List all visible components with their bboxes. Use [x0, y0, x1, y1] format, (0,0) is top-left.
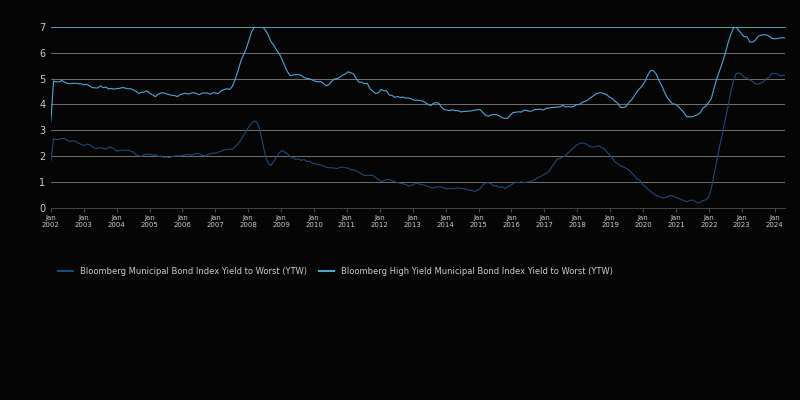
- Legend: Bloomberg Municipal Bond Index Yield to Worst (YTW), Bloomberg High Yield Munici: Bloomberg Municipal Bond Index Yield to …: [55, 264, 616, 280]
